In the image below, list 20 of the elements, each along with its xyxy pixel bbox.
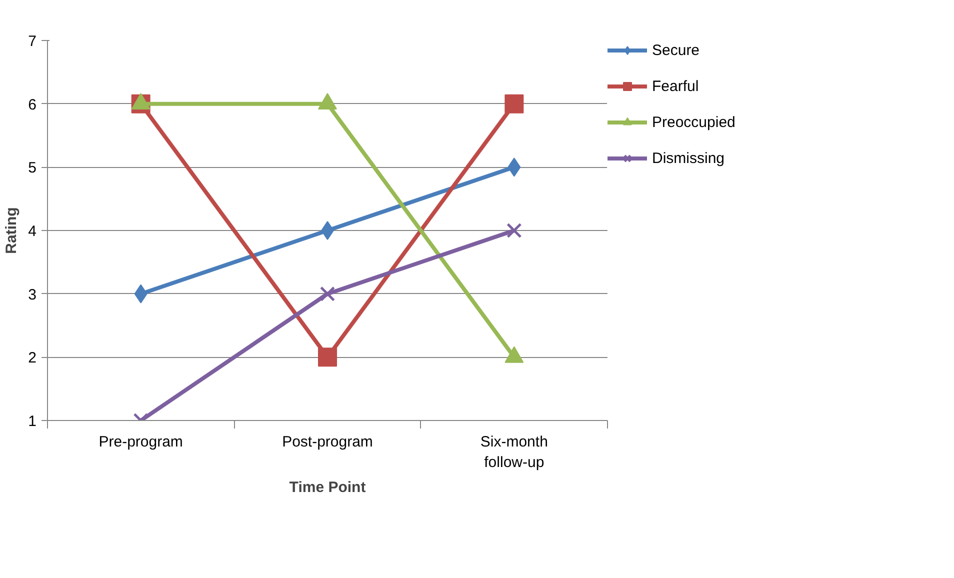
x-tick-label: Post-program: [282, 434, 373, 450]
point: [318, 348, 337, 367]
legend-label: Fearful: [652, 78, 699, 94]
y-tick-label: 3: [28, 286, 36, 304]
legend-label: Secure: [652, 42, 700, 58]
legend-label: Preoccupied: [652, 114, 736, 130]
y-tick-label: 4: [28, 223, 36, 240]
y-tick-label: 6: [28, 96, 36, 114]
y-axis-title: Rating: [3, 207, 20, 254]
point: [506, 222, 522, 238]
y-tick-label: 5: [28, 160, 36, 177]
y-tick-label: 7: [28, 33, 36, 50]
y-tick-label: 2: [28, 350, 36, 367]
x-tick-label: Six-month follow-up: [480, 434, 548, 471]
y-tick-label: 1: [28, 413, 36, 430]
x-tick-label: Pre-program: [98, 434, 183, 450]
point: [320, 286, 336, 302]
x-axis-title: Time Point: [289, 478, 366, 496]
legend-label: Dismissing: [652, 150, 725, 166]
point: [504, 94, 524, 114]
